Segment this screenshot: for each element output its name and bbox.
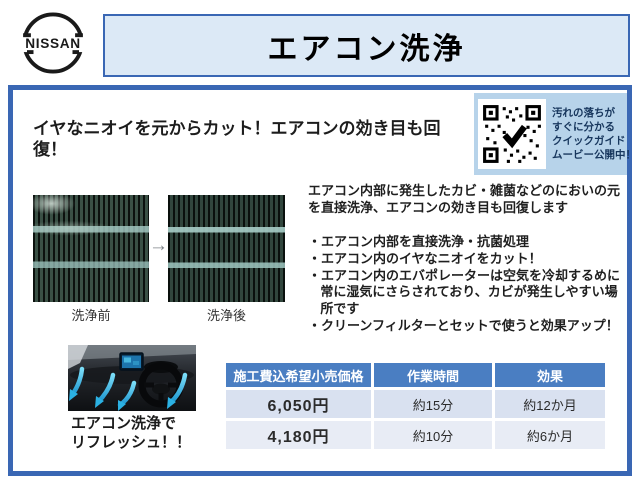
price-value: 4,180円: [226, 421, 371, 449]
nissan-logo-text: NISSAN: [25, 36, 80, 51]
effect-value: 約6か月: [495, 421, 605, 449]
evaporator-before-image: [33, 195, 149, 302]
description-intro: エアコン内部に発生したカビ・雑菌などのにおいの元を直接洗浄、エアコンの効き目も回…: [308, 183, 621, 215]
price-table-header-row: 施工費込希望小売価格 作業時間 効果: [226, 363, 605, 387]
description-bullet: ・エアコン内部を直接洗浄・抗菌処理: [308, 233, 530, 249]
headline: イヤなニオイを元からカット！エアコンの効き目も回復！: [33, 119, 441, 160]
nissan-logo-icon: NISSAN: [14, 12, 92, 74]
time-value: 約10分: [374, 421, 492, 449]
description-bullet: ・クリーンフィルターとセットで使うと効果アップ！: [308, 318, 619, 334]
qr-caption: 汚れの落ちが すぐに分かる クイックガイド ムービー公開中！: [552, 106, 636, 163]
qr-caption-line: すぐに分かる: [552, 120, 615, 133]
page-title: エアコン洗浄: [267, 32, 466, 66]
before-after-arrow-icon: →: [149, 235, 168, 256]
qr-panel: 汚れの落ちが すぐに分かる クイックガイド ムービー公開中！: [474, 93, 636, 175]
after-label: 洗浄後: [206, 308, 246, 323]
qr-caption-line: クイックガイド: [552, 135, 626, 147]
price-table: 施工費込希望小売価格 作業時間 効果 6,050円 約15分 約12か月 4,1…: [223, 360, 608, 452]
description-block: エアコン内部に発生したカビ・雑菌などのにおいの元を直接洗浄、エアコンの効き目も回…: [308, 183, 624, 335]
description-bullet: ・エアコン内のエバポレーターは空気を冷却するめに常に湿気にさらされており、カビが…: [308, 267, 621, 317]
refresh-caption: エアコン洗浄で リフレッシュ！！: [71, 415, 191, 453]
qr-code-icon: [481, 103, 543, 165]
effect-value: 約12か月: [495, 390, 605, 418]
col-header-effect: 効果: [495, 363, 605, 387]
table-row: 6,050円 約15分 約12か月: [226, 390, 605, 418]
qr-caption-line: 汚れの落ちが: [552, 106, 615, 119]
evaporator-after-image: [168, 195, 285, 302]
table-row: 4,180円 約10分 約6か月: [226, 421, 605, 449]
car-interior-icon: [68, 345, 196, 411]
qr-caption-line: ムービー公開中！: [552, 149, 636, 162]
before-label: 洗浄前: [71, 308, 111, 323]
refresh-caption-line1: エアコン洗浄で: [71, 415, 177, 432]
price-value: 6,050円: [226, 390, 371, 418]
qr-code: [478, 99, 546, 169]
nissan-logo: NISSAN: [14, 9, 92, 77]
col-header-time: 作業時間: [374, 363, 492, 387]
content-panel: イヤなニオイを元からカット！エアコンの効き目も回復！: [8, 85, 636, 476]
time-value: 約15分: [374, 390, 492, 418]
check-icon: [502, 124, 527, 149]
refresh-caption-line2: リフレッシュ！！: [71, 433, 192, 451]
car-interior-image: [68, 345, 196, 411]
col-header-price: 施工費込希望小売価格: [226, 363, 371, 387]
description-bullet: ・エアコン内のイヤなニオイをカット！: [308, 250, 542, 266]
page-title-box: エアコン洗浄: [103, 14, 630, 77]
